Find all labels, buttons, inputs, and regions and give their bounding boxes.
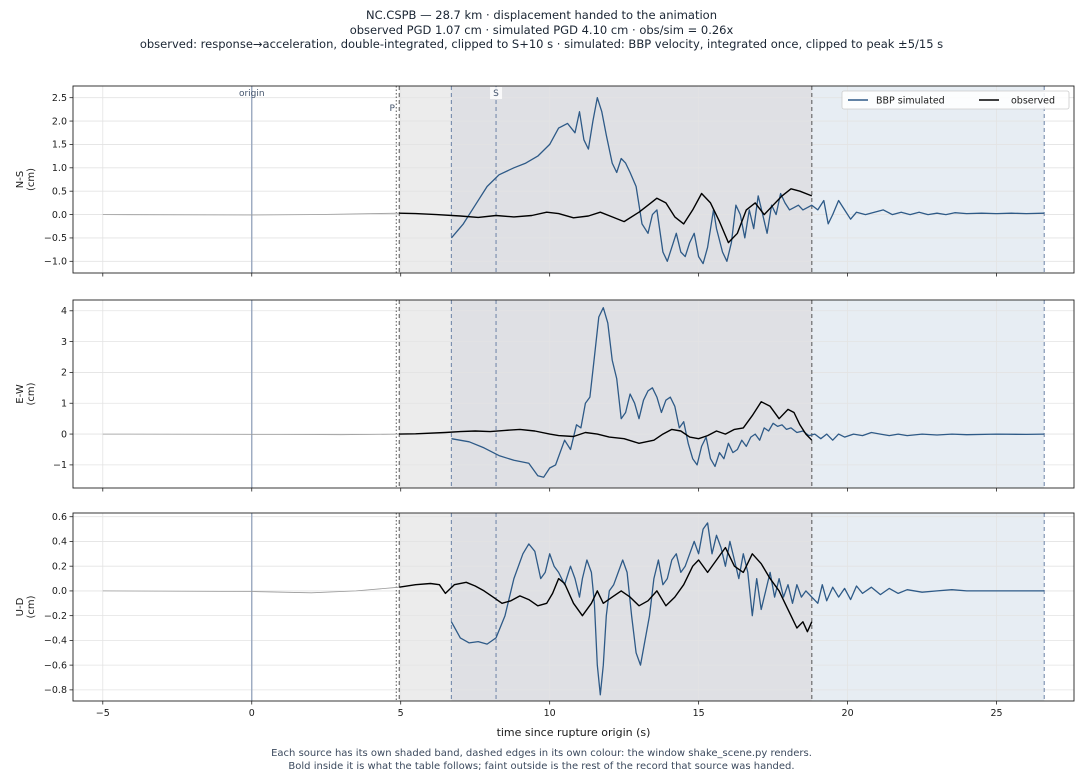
y-tick-label: 4 [61, 306, 67, 317]
panel-frame [72, 85, 1075, 274]
y-axis-label-line: (cm) [26, 168, 37, 191]
panel-frame [72, 299, 1075, 489]
s-marker-label: S [493, 89, 499, 99]
observed-window-band [399, 86, 452, 273]
y-axis-label-line: N-S [15, 171, 26, 188]
y-tick-label: 0.0 [52, 210, 67, 221]
x-tick-label: 15 [693, 708, 705, 719]
simulated-series [450, 522, 1045, 696]
series-group [102, 307, 1045, 478]
overlap-window-band [451, 86, 812, 273]
legend-label-simulated: BBP simulated [876, 96, 945, 107]
y-tick-label: 2.0 [52, 116, 67, 127]
y-tick-label: −0.4 [44, 636, 67, 647]
x-tick-label: 0 [249, 708, 255, 719]
y-tick-label: −1 [53, 460, 67, 471]
y-tick-label: 0 [61, 429, 67, 440]
observed-faint-series [102, 586, 400, 594]
footnote-line-1: Each source has its own shaded band, das… [271, 748, 812, 759]
legend: BBP simulated observed [841, 90, 1070, 110]
y-tick-label: −0.6 [44, 660, 67, 671]
p-marker-label: P [390, 104, 396, 114]
x-tick-label: 5 [398, 708, 404, 719]
x-tick-label: 10 [544, 708, 556, 719]
x-tick-label: 25 [990, 708, 1002, 719]
simulated-window-band [811, 86, 1045, 273]
s-marker-label-bg [490, 87, 503, 99]
panel-3: −0.8 −0.6 −0.4 −0.2 0.0 0.2 0.4 0.6 U-D(cm) −5 0 5 1… [15, 512, 1075, 739]
y-tick-label: 3 [61, 337, 67, 348]
y-tick-label: 0.6 [52, 512, 67, 523]
overlap-window-band [451, 300, 812, 488]
series-group [102, 97, 1045, 265]
y-tick-label: 0.4 [52, 537, 67, 548]
y-axis-label: E-W(cm) [15, 382, 37, 405]
title-line-3: observed: response→acceleration, double-… [139, 37, 944, 51]
y-tick-label: 0.5 [52, 186, 67, 197]
panel-1: −1.0 −0.5 0.0 0.5 1.0 1.5 2.0 2.5 N-S(cm) origin P… [15, 85, 1075, 277]
observed-series [399, 401, 813, 444]
legend-box [841, 90, 1070, 110]
x-tick-label: −5 [96, 708, 110, 719]
simulated-series [451, 307, 1045, 478]
series-group [102, 522, 1045, 696]
y-tick-label: −1.0 [44, 257, 67, 268]
figure-footnote: Each source has its own shaded band, das… [0, 748, 1083, 773]
y-tick-label: 2.5 [52, 93, 67, 104]
y-axis-label-line: E-W [15, 384, 26, 404]
y-tick-label: 0.2 [52, 561, 67, 572]
x-tick-label: 20 [842, 708, 854, 719]
panel-2: −1 0 1 2 3 4 E-W(cm) [15, 299, 1075, 492]
y-axis-label: N-S(cm) [15, 168, 37, 191]
x-axis-label: time since rupture origin (s) [497, 726, 651, 739]
y-axis-label-line: (cm) [26, 595, 37, 618]
observed-faint-series [102, 433, 400, 436]
y-axis-label: U-D(cm) [15, 595, 37, 618]
simulated-series [450, 97, 1045, 265]
observed-series [399, 188, 813, 244]
observed-window-band [399, 513, 452, 701]
y-axis-label-line: U-D [15, 597, 26, 616]
y-tick-label: 1.0 [52, 163, 67, 174]
observed-series [399, 546, 813, 633]
title-line-1: NC.CSPB — 28.7 km · displacement handed … [366, 8, 717, 22]
footnote-line-2: Bold inside it is what the table follows… [288, 760, 795, 772]
y-tick-label: 1 [61, 399, 67, 410]
y-tick-label: −0.5 [44, 233, 67, 244]
observed-window-band [399, 300, 452, 488]
y-tick-label: −0.2 [44, 611, 67, 622]
chart-title: NC.CSPB — 28.7 km · displacement handed … [0, 8, 1083, 52]
legend-label-observed: observed [1011, 96, 1055, 107]
title-line-2: observed PGD 1.07 cm · simulated PGD 4.1… [349, 22, 734, 37]
panel-frame [72, 512, 1075, 702]
origin-marker-label: origin [239, 89, 265, 99]
simulated-window-band [811, 300, 1045, 488]
y-tick-label: 2 [61, 368, 67, 379]
y-tick-label: 0.0 [52, 586, 67, 597]
y-tick-label: −0.8 [44, 685, 67, 696]
y-axis-label-line: (cm) [26, 382, 37, 405]
observed-faint-series [102, 212, 400, 216]
simulated-window-band [811, 513, 1045, 701]
y-tick-label: 1.5 [52, 140, 67, 151]
